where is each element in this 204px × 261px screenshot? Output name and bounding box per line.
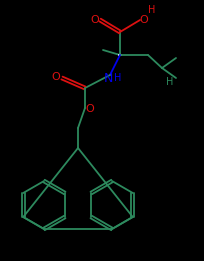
Text: O: O — [139, 15, 148, 25]
Text: O: O — [90, 15, 99, 25]
Text: H: H — [165, 77, 173, 87]
Text: O: O — [51, 72, 60, 82]
Text: O: O — [85, 104, 94, 114]
Text: H: H — [147, 5, 155, 15]
Text: H: H — [114, 73, 121, 83]
Text: N: N — [103, 72, 112, 85]
